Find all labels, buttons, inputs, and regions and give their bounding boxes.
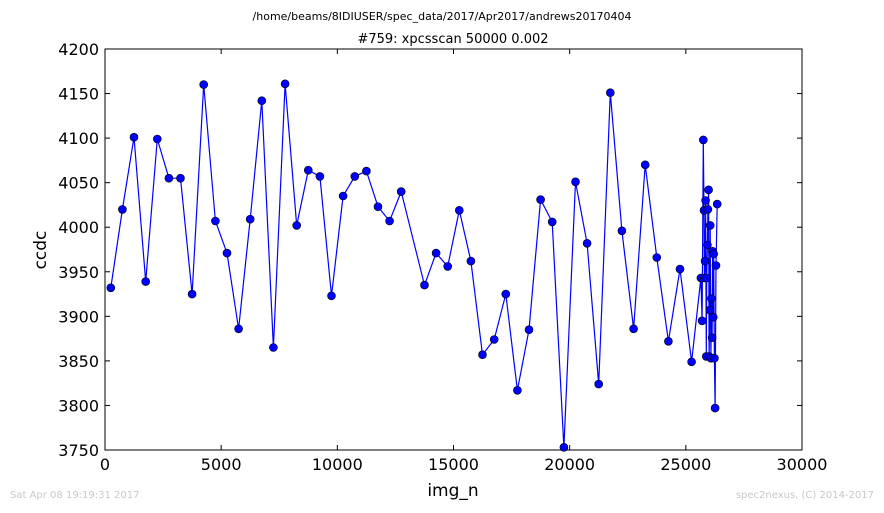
x-tick-label: 0 xyxy=(100,455,110,474)
figure-suptitle: /home/beams/8IDIUSER/spec_data/2017/Apr2… xyxy=(253,10,632,23)
x-tick-label: 20000 xyxy=(544,455,595,474)
data-point xyxy=(617,226,627,236)
data-point xyxy=(153,134,162,144)
data-point xyxy=(710,353,719,363)
data-point xyxy=(675,264,685,274)
footer-credit: spec2nexus, (C) 2014-2017 xyxy=(736,490,874,501)
data-point xyxy=(501,289,511,299)
data-point xyxy=(118,205,127,214)
data-point xyxy=(710,403,720,413)
data-point xyxy=(373,202,383,211)
data-point xyxy=(711,261,721,270)
chart-title: #759: xpcsscan 50000 0.002 xyxy=(357,32,548,47)
data-point xyxy=(303,165,313,175)
data-point xyxy=(176,173,185,183)
data-point xyxy=(704,185,713,195)
data-point xyxy=(629,324,638,334)
data-point xyxy=(199,80,208,89)
data-point xyxy=(701,196,710,205)
data-point xyxy=(640,160,650,170)
data-point xyxy=(709,249,719,259)
data-point xyxy=(454,206,464,215)
x-tick-label: 30000 xyxy=(777,455,828,474)
data-point xyxy=(707,333,717,343)
y-tick-label: 3850 xyxy=(58,352,99,371)
data-point xyxy=(164,173,174,183)
data-point xyxy=(705,221,715,230)
data-series-1 xyxy=(106,79,722,452)
data-point xyxy=(559,442,569,452)
y-tick-label: 3750 xyxy=(58,441,99,460)
data-point xyxy=(443,262,453,271)
data-point xyxy=(478,350,487,360)
data-point xyxy=(187,289,197,299)
footer-timestamp: Sat Apr 08 19:19:31 2017 xyxy=(10,490,140,501)
x-tick-label: 10000 xyxy=(312,455,363,474)
y-tick-label: 3950 xyxy=(58,263,99,282)
y-tick-label: 4050 xyxy=(58,174,99,193)
data-point xyxy=(129,132,139,142)
data-point xyxy=(605,88,615,97)
data-point xyxy=(222,248,232,258)
data-point xyxy=(350,172,360,181)
data-point xyxy=(547,217,557,227)
data-point xyxy=(712,199,722,209)
data-point xyxy=(106,283,116,293)
data-point xyxy=(708,312,718,322)
data-point xyxy=(292,221,302,230)
data-point xyxy=(524,325,534,335)
data-point xyxy=(211,216,220,226)
y-tick-label: 3800 xyxy=(58,396,99,415)
data-point xyxy=(707,294,716,303)
data-point xyxy=(245,214,255,224)
data-point xyxy=(705,305,715,315)
x-tick-label: 15000 xyxy=(428,455,479,474)
data-point xyxy=(338,191,348,201)
data-point xyxy=(703,205,713,214)
data-point xyxy=(362,166,371,176)
plot-area xyxy=(104,48,803,451)
data-point xyxy=(385,216,394,226)
data-point xyxy=(700,256,710,266)
data-point xyxy=(466,256,476,266)
data-point xyxy=(513,385,522,395)
data-point xyxy=(652,253,662,262)
y-tick-label: 4000 xyxy=(58,218,99,237)
data-point xyxy=(687,357,696,367)
y-axis-label: ccdc xyxy=(31,231,51,270)
data-point xyxy=(280,79,290,89)
data-point xyxy=(257,96,267,105)
data-point xyxy=(141,277,150,286)
data-point xyxy=(697,316,707,326)
data-point xyxy=(269,343,278,352)
data-point xyxy=(582,239,592,248)
y-axis-ticks: 3750 3800 3850 3900 3950 4000 4050 4100 4150 4200 xyxy=(58,40,802,460)
data-point xyxy=(396,187,406,196)
x-tick-label: 25000 xyxy=(660,455,711,474)
data-point xyxy=(315,172,325,181)
y-tick-label: 4150 xyxy=(58,85,99,104)
x-tick-label: 5000 xyxy=(201,455,242,474)
data-point xyxy=(234,324,243,334)
data-point xyxy=(703,240,712,250)
y-tick-label: 3900 xyxy=(58,307,99,326)
data-point xyxy=(664,336,673,346)
data-point xyxy=(431,248,441,258)
data-point xyxy=(327,291,336,301)
data-point xyxy=(489,335,499,344)
data-point xyxy=(571,177,580,187)
data-point xyxy=(702,273,712,283)
y-tick-label: 4200 xyxy=(58,40,99,59)
y-tick-label: 4100 xyxy=(58,129,99,148)
data-point xyxy=(536,195,545,204)
data-point xyxy=(594,379,604,389)
data-point xyxy=(698,135,708,145)
data-point xyxy=(420,280,429,290)
x-axis-label: img_n xyxy=(427,481,478,501)
x-axis-ticks: 0 5000 10000 15000 20000 25000 30000 xyxy=(100,49,828,474)
